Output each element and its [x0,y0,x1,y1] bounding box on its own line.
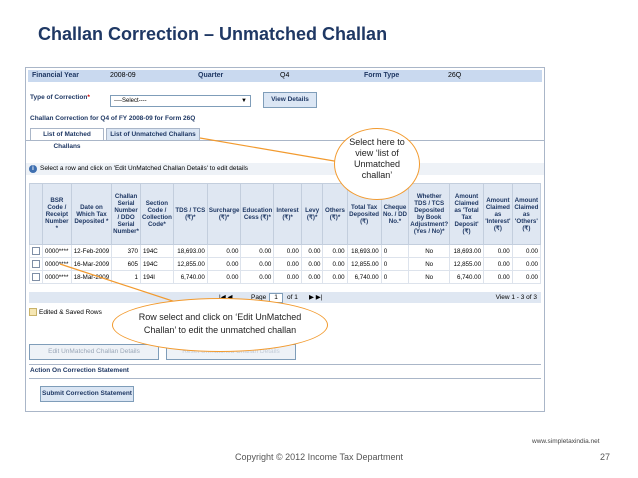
site-url: www.simpletaxindia.net [532,438,600,445]
header-date: Date on Which Tax Deposited * [70,183,113,245]
slide-title: Challan Correction – Unmatched Challan [38,24,388,44]
challan-panel: Financial Year 2008-09 Quarter Q4 Form T… [25,67,545,412]
tab-unmatched-challans[interactable]: List of Unmatched Challans [106,128,200,141]
divider [29,364,541,365]
table-cell: 18-Mar-2009 [70,270,113,284]
form-type-label: Form Type [364,72,400,79]
header-tds: TDS / TCS (₹)* [172,183,208,245]
header-others: Others (₹)* [322,183,348,245]
info-icon: i [29,165,37,173]
edit-unmatched-challan-button[interactable]: Edit UnMatched Challan Details [29,344,159,360]
tab-matched-challans[interactable]: List of Matched Challans [30,128,104,150]
table-header-row: BSR Code / Receipt Number * Date on Whic… [29,183,542,245]
header-bar: Financial Year 2008-09 Quarter Q4 Form T… [28,70,542,82]
chevron-down-icon: ▼ [241,98,247,104]
table-cell: 0.00 [511,244,542,258]
next-page-icon[interactable]: ▶ ▶| [309,294,323,301]
info-text: Select a row and click on 'Edit UnMatche… [40,165,249,172]
action-title: Action On Correction Statement [30,367,129,374]
table-cell: 0.00 [322,270,348,284]
legend: Edited & Saved Rows [29,308,102,318]
quarter-label: Quarter [198,72,224,79]
row-checkbox[interactable] [29,244,43,258]
row-checkbox[interactable] [29,270,43,284]
header-surcharge: Surcharge (₹)* [206,183,242,245]
row-callout: Row select and click on ‘Edit UnMatched … [112,298,328,352]
divider [29,378,541,379]
page-label: Page [251,294,267,301]
correction-type-label: Type of Correction* [30,94,90,101]
header-bsr: BSR Code / Receipt Number * [42,183,72,245]
table-cell: 6,740.00 [172,270,208,284]
header-claimed-interest: Amount Claimed as 'Interest' (₹) [483,183,513,245]
submit-correction-button[interactable]: Submit Correction Statement [40,386,134,402]
table-cell: 0.00 [273,257,302,271]
page-count: of 1 [287,294,298,301]
header-education-cess: Education Cess (₹)* [240,183,275,245]
legend-swatch [29,308,37,317]
table-cell: 0.00 [273,270,302,284]
tab-callout-arrow [199,137,341,163]
table-cell: 6,740.00 [449,270,485,284]
view-details-button[interactable]: View Details [263,92,317,108]
header-select [29,183,43,245]
correction-type-select[interactable]: ----Select---- ▼ [110,95,251,107]
quarter-value: Q4 [280,72,290,79]
table-cell: 0000**** [42,270,72,284]
header-levy: Levy (₹)* [300,183,324,245]
table-cell: 6,740.00 [346,270,382,284]
header-cheque: Cheque No. / DD No.* [380,183,410,245]
tab-divider [26,140,544,141]
unmatched-challan-table: BSR Code / Receipt Number * Date on Whic… [29,183,542,284]
form-type-value: 26Q [448,72,462,79]
table-cell: 0.00 [206,270,242,284]
header-section: Section Code / Collection Code* [139,183,174,245]
tab-callout: Select here to view ‘list of Unmatched c… [334,128,420,200]
correction-subtitle: Challan Correction for Q4 of FY 2008-09 … [30,115,196,122]
financial-year-value: 2008-09 [110,72,136,79]
header-claimed-others: Amount Claimed as 'Others' (₹) [511,183,542,245]
table-row[interactable]: 0000**** 18-Mar-2009 1 194I 6,740.00 0.0… [29,270,542,284]
pager-view-text: View 1 - 3 of 3 [495,294,537,301]
table-cell: 0.00 [511,270,542,284]
legend-text: Edited & Saved Rows [39,309,102,316]
financial-year-label: Financial Year [32,72,79,79]
header-serial: Challan Serial Number / DDO Serial Numbe… [111,183,141,245]
copyright: Copyright © 2012 Income Tax Department [234,452,404,462]
page-number: 27 [600,452,611,462]
